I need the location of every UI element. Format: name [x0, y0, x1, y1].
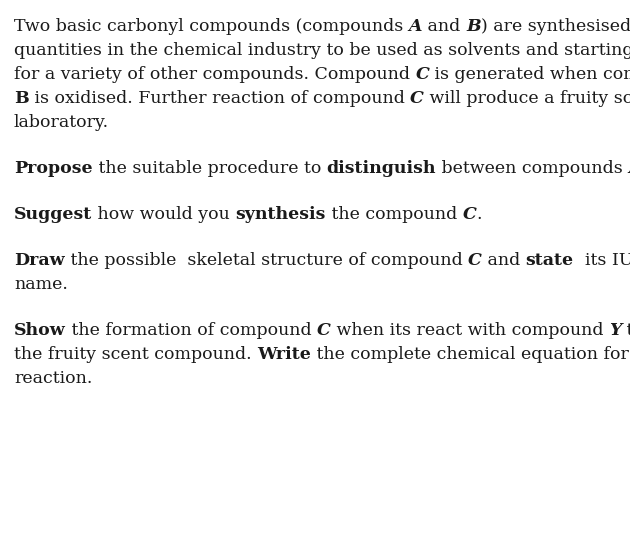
Text: when its react with compound: when its react with compound [331, 322, 609, 339]
Text: C: C [410, 90, 424, 107]
Text: is oxidised. Further reaction of compound: is oxidised. Further reaction of compoun… [29, 90, 410, 107]
Text: Show: Show [14, 322, 66, 339]
Text: is generated when compound: is generated when compound [430, 66, 630, 83]
Text: how would you: how would you [92, 206, 236, 223]
Text: distinguish: distinguish [326, 160, 436, 177]
Text: B: B [466, 18, 481, 35]
Text: .: . [476, 206, 482, 223]
Text: Write: Write [257, 346, 311, 363]
Text: Two basic carbonyl compounds (compounds: Two basic carbonyl compounds (compounds [14, 18, 409, 35]
Text: C: C [416, 66, 430, 83]
Text: to produce: to produce [621, 322, 630, 339]
Text: C: C [317, 322, 331, 339]
Text: Y: Y [609, 322, 621, 339]
Text: name.: name. [14, 276, 68, 293]
Text: ) are synthesised in large: ) are synthesised in large [481, 18, 630, 35]
Text: Propose: Propose [14, 160, 93, 177]
Text: and: and [422, 18, 466, 35]
Text: laboratory.: laboratory. [14, 114, 109, 131]
Text: Draw: Draw [14, 252, 65, 269]
Text: A: A [409, 18, 422, 35]
Text: reaction.: reaction. [14, 370, 93, 387]
Text: and: and [482, 252, 525, 269]
Text: state: state [525, 252, 574, 269]
Text: the formation of compound: the formation of compound [66, 322, 317, 339]
Text: A: A [628, 160, 630, 177]
Text: C: C [468, 252, 482, 269]
Text: its IUPAC: its IUPAC [574, 252, 630, 269]
Text: the possible  skeletal structure of compound: the possible skeletal structure of compo… [65, 252, 468, 269]
Text: C: C [462, 206, 476, 223]
Text: the compound: the compound [326, 206, 462, 223]
Text: B: B [14, 90, 29, 107]
Text: Suggest: Suggest [14, 206, 92, 223]
Text: the suitable procedure to: the suitable procedure to [93, 160, 326, 177]
Text: will produce a fruity scent in the: will produce a fruity scent in the [424, 90, 630, 107]
Text: quantities in the chemical industry to be used as solvents and starting material: quantities in the chemical industry to b… [14, 42, 630, 59]
Text: the fruity scent compound.: the fruity scent compound. [14, 346, 257, 363]
Text: synthesis: synthesis [236, 206, 326, 223]
Text: for a variety of other compounds. Compound: for a variety of other compounds. Compou… [14, 66, 416, 83]
Text: between compounds: between compounds [436, 160, 628, 177]
Text: the complete chemical equation for this: the complete chemical equation for this [311, 346, 630, 363]
